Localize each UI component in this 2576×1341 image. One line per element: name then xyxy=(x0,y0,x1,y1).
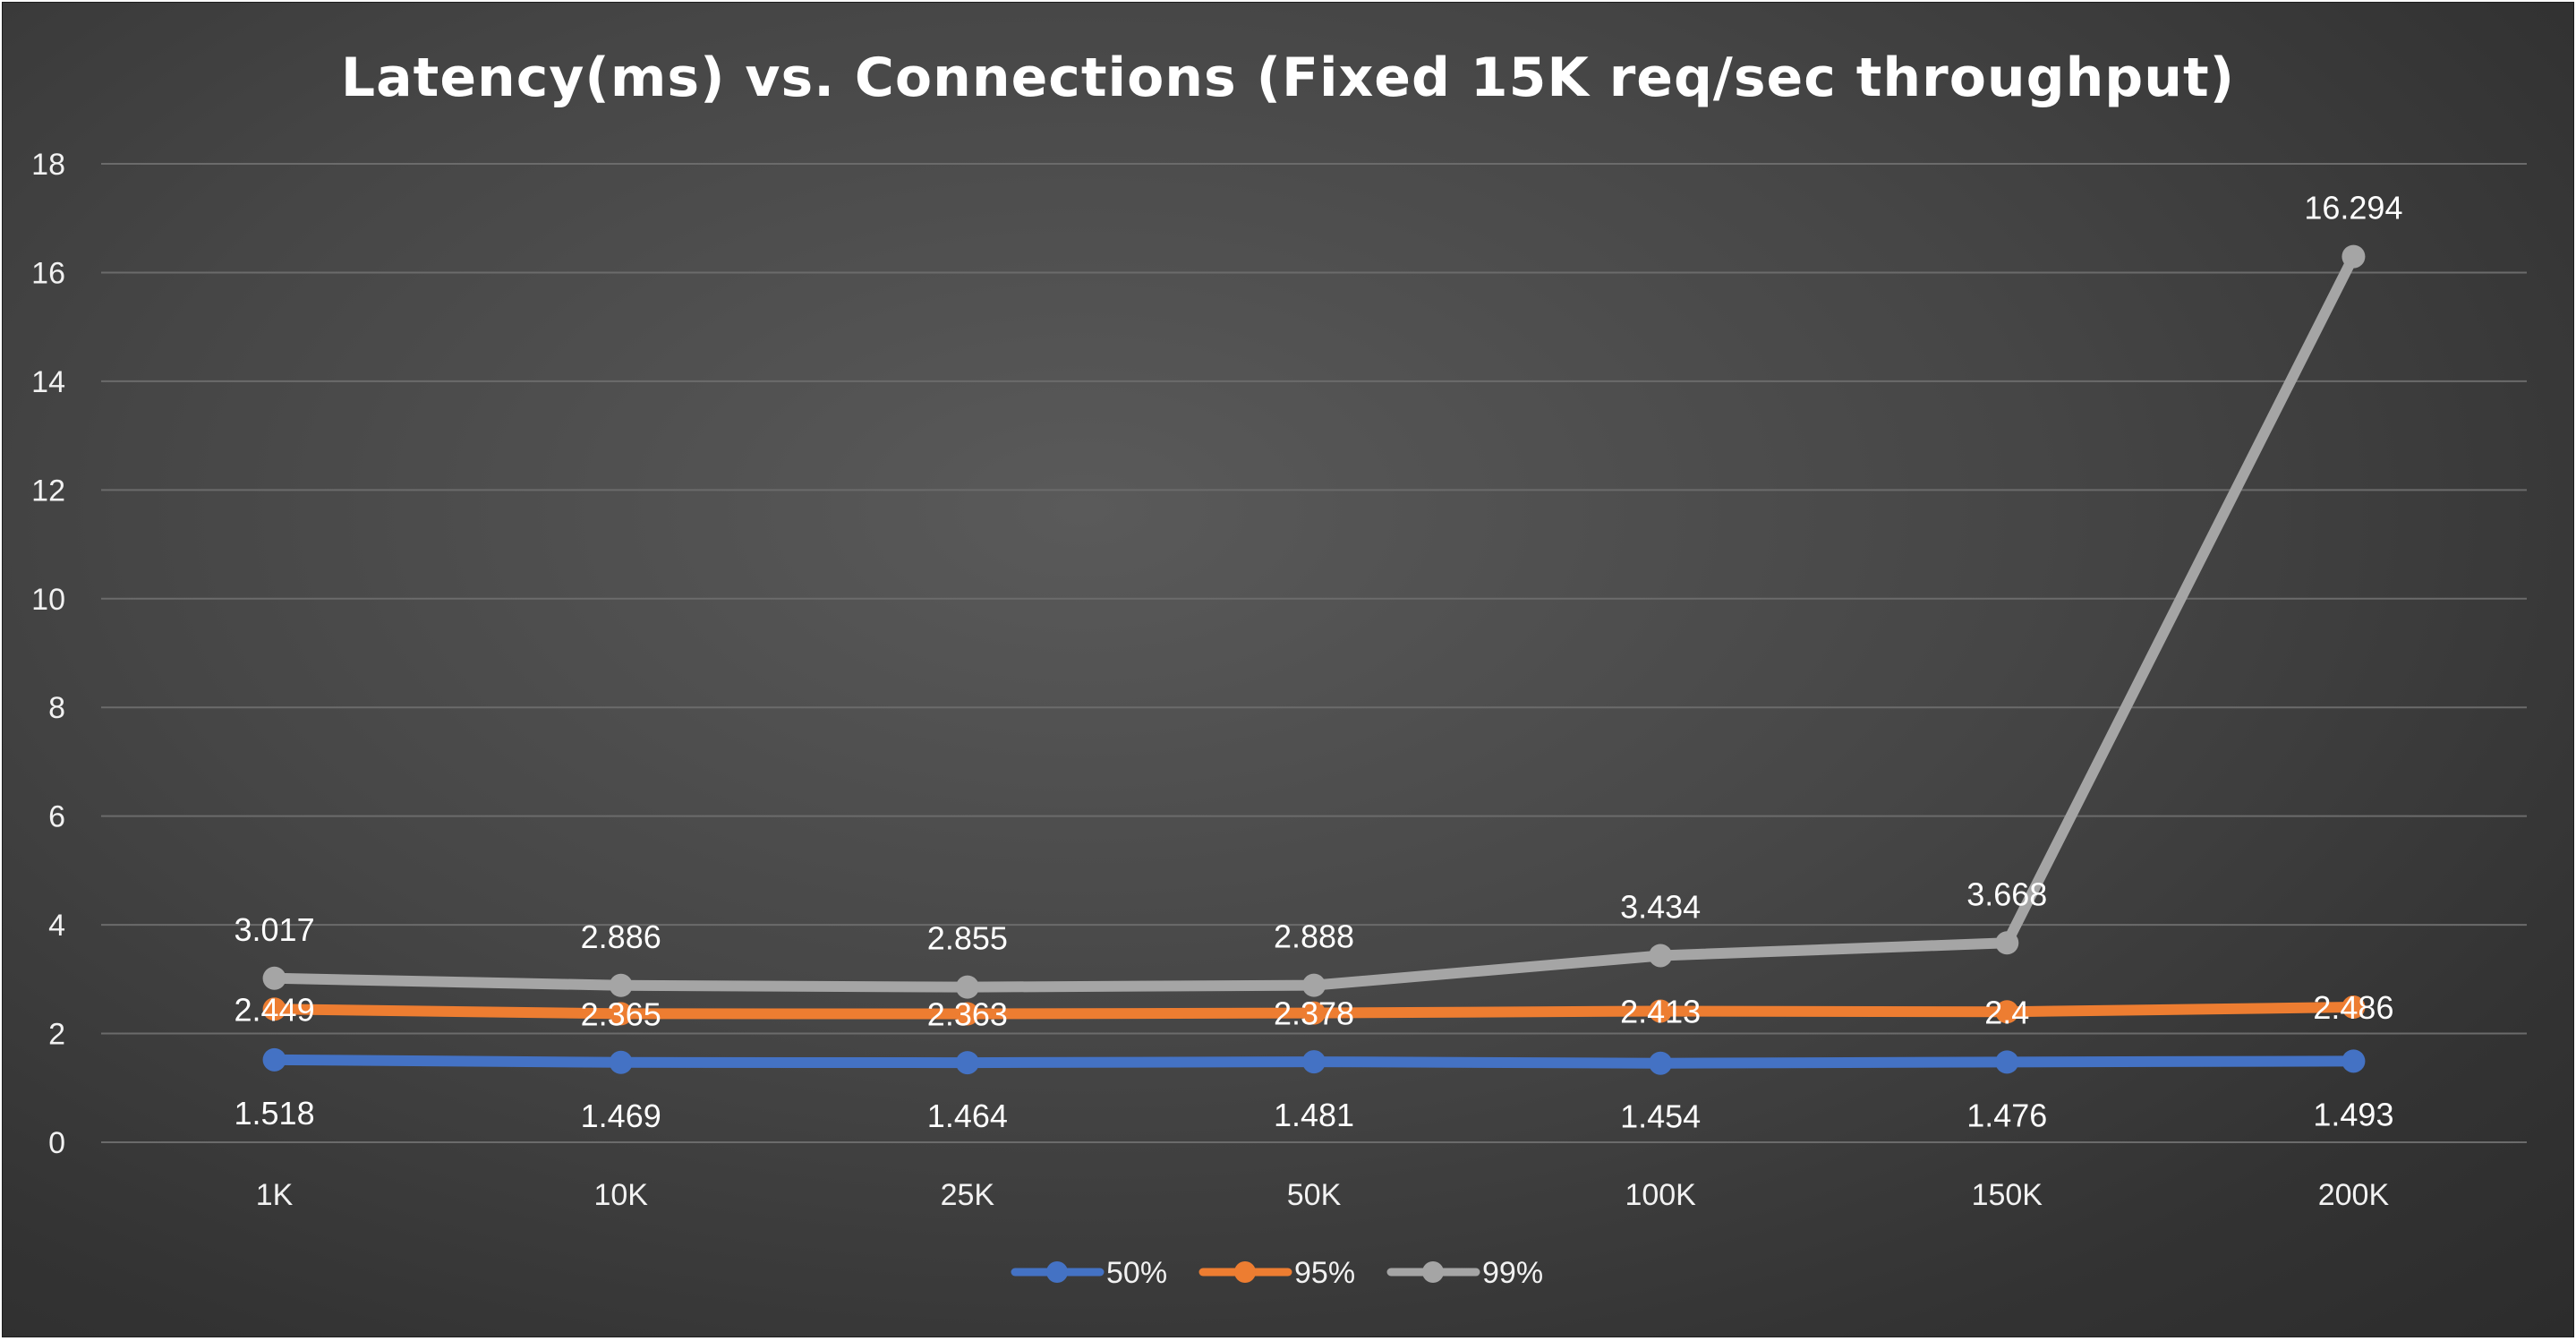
legend-label: 95% xyxy=(1294,1256,1355,1290)
data-label: 1.464 xyxy=(927,1098,1008,1134)
data-point xyxy=(1649,999,1673,1023)
data-label: 2.855 xyxy=(927,920,1008,957)
gridlines xyxy=(101,163,2527,1143)
data-label: 2.486 xyxy=(2313,989,2393,1026)
data-point xyxy=(1302,973,1326,997)
data-label: 2.886 xyxy=(581,918,661,955)
data-label: 2.888 xyxy=(1274,918,1354,955)
series-group xyxy=(262,244,2366,1075)
data-point xyxy=(1302,1050,1326,1074)
y-tick-label: 18 xyxy=(31,148,65,182)
data-point xyxy=(955,1002,979,1026)
data-point xyxy=(955,975,979,999)
data-label: 16.294 xyxy=(2304,190,2402,226)
legend-swatch-marker xyxy=(1046,1261,1068,1283)
data-label: 2.363 xyxy=(927,996,1008,1033)
y-tick-label: 0 xyxy=(48,1126,65,1160)
data-labels-group: 1.518 1.469 1.464 1.481 1.454 1.476 1.493 2.449… xyxy=(235,190,2403,1135)
data-point xyxy=(2341,1049,2366,1073)
data-label: 1.481 xyxy=(1274,1097,1354,1133)
data-point xyxy=(1995,931,2019,955)
data-point xyxy=(1649,1051,1673,1075)
data-label: 2.378 xyxy=(1274,995,1354,1032)
data-label: 3.668 xyxy=(1966,875,2047,912)
chart-svg: Latency(ms) vs. Connections (Fixed 15K r… xyxy=(31,47,2527,1290)
y-axis-ticks: 0 2 4 6 8 10 12 14 16 18 xyxy=(31,148,65,1160)
data-point xyxy=(609,973,633,997)
data-point xyxy=(1302,1001,1326,1025)
data-point xyxy=(2341,995,2366,1020)
legend-swatch-marker xyxy=(1422,1261,1444,1283)
y-tick-label: 4 xyxy=(48,909,65,943)
data-label: 1.469 xyxy=(581,1098,661,1134)
legend-label: 50% xyxy=(1106,1256,1167,1290)
legend: 50% 95% 99% xyxy=(1011,1256,1543,1290)
x-axis-ticks: 1K 10K 25K 50K 100K 150K 200K xyxy=(256,1178,2390,1212)
legend-label: 99% xyxy=(1482,1256,1543,1290)
data-label: 3.017 xyxy=(235,911,315,948)
data-point xyxy=(609,1002,633,1026)
y-tick-label: 14 xyxy=(31,365,65,399)
chart-title: Latency(ms) vs. Connections (Fixed 15K r… xyxy=(341,47,2235,109)
data-label: 2.365 xyxy=(581,995,661,1032)
data-label: 2.413 xyxy=(1620,993,1701,1029)
data-label: 3.434 xyxy=(1620,888,1701,925)
x-tick-label: 150K xyxy=(1972,1178,2043,1212)
data-label: 1.518 xyxy=(235,1095,315,1132)
data-label: 1.493 xyxy=(2313,1096,2393,1132)
x-tick-label: 10K xyxy=(593,1178,648,1212)
y-tick-label: 2 xyxy=(48,1018,65,1052)
data-label: 2.449 xyxy=(235,991,315,1028)
data-point xyxy=(262,966,286,990)
y-tick-label: 12 xyxy=(31,474,65,508)
x-tick-label: 50K xyxy=(1287,1178,1342,1212)
y-tick-label: 16 xyxy=(31,256,65,290)
data-point xyxy=(2341,244,2366,269)
data-label: 2.4 xyxy=(1984,994,2029,1030)
data-label: 1.454 xyxy=(1620,1098,1701,1135)
x-tick-label: 25K xyxy=(941,1178,995,1212)
legend-swatch-marker xyxy=(1234,1261,1256,1283)
y-tick-label: 10 xyxy=(31,583,65,617)
x-tick-label: 200K xyxy=(2318,1178,2390,1212)
data-point xyxy=(955,1051,979,1075)
data-point xyxy=(262,1047,286,1072)
data-point xyxy=(1995,1050,2019,1074)
data-point xyxy=(1649,944,1673,968)
data-point xyxy=(1995,1000,2019,1024)
y-tick-label: 8 xyxy=(48,691,65,725)
data-label: 1.476 xyxy=(1966,1097,2047,1133)
data-point xyxy=(262,997,286,1021)
data-point xyxy=(609,1050,633,1074)
y-tick-label: 6 xyxy=(48,800,65,834)
x-tick-label: 100K xyxy=(1625,1178,1696,1212)
x-tick-label: 1K xyxy=(256,1178,294,1212)
